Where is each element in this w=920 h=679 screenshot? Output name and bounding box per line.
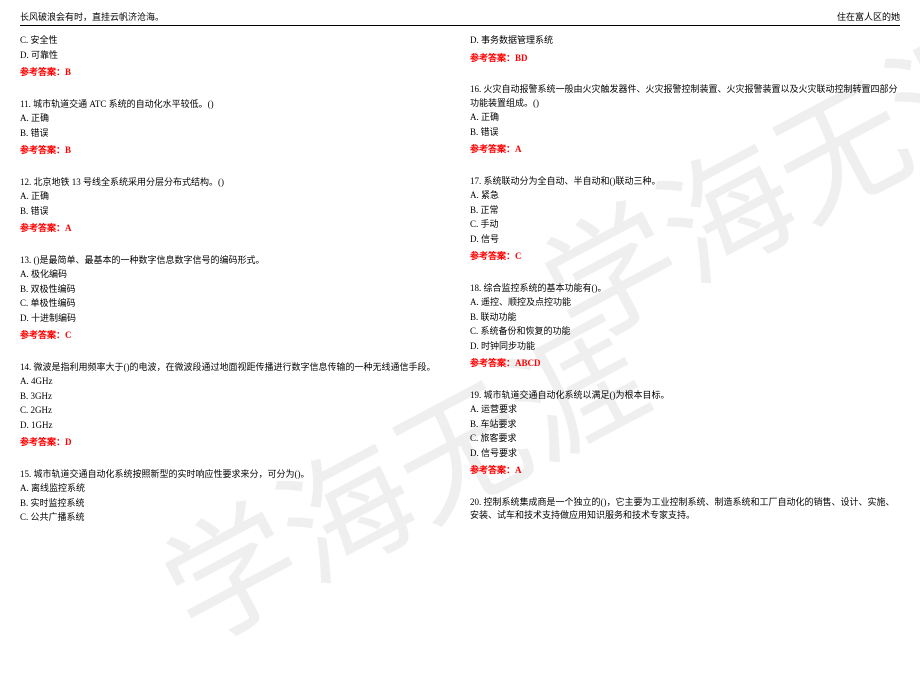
left-column: C. 安全性D. 可靠性参考答案：B11. 城市轨道交通 ATC 系统的自动化水… — [20, 34, 450, 543]
question-block: 14. 微波是指利用频率大于()的电波，在微波段通过地面视距传播进行数字信息传输… — [20, 361, 450, 450]
page-header: 长风破浪会有时，直挂云帆济沧海。 住在富人区的她 — [20, 10, 900, 26]
answer-text: 参考答案：A — [20, 222, 450, 236]
answer-text: 参考答案：A — [470, 464, 900, 478]
question-block: 13. ()是最简单、最基本的一种数字信息数字信号的编码形式。A. 极化编码B.… — [20, 254, 450, 343]
question-line: A. 极化编码 — [20, 268, 450, 282]
question-line: C. 公共广播系统 — [20, 511, 450, 525]
question-line: C. 系统备份和恢复的功能 — [470, 325, 900, 339]
header-right-text: 住在富人区的她 — [837, 10, 900, 23]
question-line: 18. 综合监控系统的基本功能有()。 — [470, 282, 900, 296]
answer-text: 参考答案：D — [20, 436, 450, 450]
question-line: A. 遥控、顺控及点控功能 — [470, 296, 900, 310]
question-line: B. 正常 — [470, 204, 900, 218]
question-line: C. 安全性 — [20, 34, 450, 48]
question-line: A. 正确 — [20, 112, 450, 126]
question-block: C. 安全性D. 可靠性参考答案：B — [20, 34, 450, 80]
question-block: 15. 城市轨道交通自动化系统按照新型的实时响应性要求来分，可分为()。A. 离… — [20, 468, 450, 525]
question-block: D. 事务数据管理系统参考答案：BD — [470, 34, 900, 65]
question-line: B. 错误 — [20, 205, 450, 219]
question-line: 15. 城市轨道交通自动化系统按照新型的实时响应性要求来分，可分为()。 — [20, 468, 450, 482]
question-line: A. 4GHz — [20, 375, 450, 389]
question-line: 11. 城市轨道交通 ATC 系统的自动化水平较低。() — [20, 98, 450, 112]
answer-text: 参考答案：A — [470, 143, 900, 157]
question-line: 14. 微波是指利用频率大于()的电波，在微波段通过地面视距传播进行数字信息传输… — [20, 361, 450, 375]
header-left-text: 长风破浪会有时，直挂云帆济沧海。 — [20, 10, 164, 23]
question-line: D. 可靠性 — [20, 49, 450, 63]
question-line: C. 2GHz — [20, 404, 450, 418]
answer-text: 参考答案：BD — [470, 52, 900, 66]
answer-text: 参考答案：C — [470, 250, 900, 264]
question-block: 11. 城市轨道交通 ATC 系统的自动化水平较低。()A. 正确B. 错误参考… — [20, 98, 450, 158]
question-line: A. 紧急 — [470, 189, 900, 203]
question-line: 16. 火灾自动报警系统一般由火灾触发器件、火灾报警控制装置、火灾报警装置以及火… — [470, 83, 900, 110]
question-line: A. 离线监控系统 — [20, 482, 450, 496]
question-line: 17. 系统联动分为全自动、半自动和()联动三种。 — [470, 175, 900, 189]
answer-text: 参考答案：ABCD — [470, 357, 900, 371]
question-block: 19. 城市轨道交通自动化系统以满足()为根本目标。A. 运营要求B. 车站要求… — [470, 389, 900, 478]
question-line: C. 旅客要求 — [470, 432, 900, 446]
question-line: D. 事务数据管理系统 — [470, 34, 900, 48]
question-line: B. 3GHz — [20, 390, 450, 404]
question-line: A. 运营要求 — [470, 403, 900, 417]
question-line: B. 错误 — [470, 126, 900, 140]
answer-text: 参考答案：C — [20, 329, 450, 343]
question-block: 18. 综合监控系统的基本功能有()。A. 遥控、顺控及点控功能B. 联动功能C… — [470, 282, 900, 371]
question-line: D. 1GHz — [20, 419, 450, 433]
question-line: D. 信号要求 — [470, 447, 900, 461]
question-line: B. 实时监控系统 — [20, 497, 450, 511]
question-line: D. 时钟同步功能 — [470, 340, 900, 354]
question-block: 16. 火灾自动报警系统一般由火灾触发器件、火灾报警控制装置、火灾报警装置以及火… — [470, 83, 900, 157]
page-content: 长风破浪会有时，直挂云帆济沧海。 住在富人区的她 C. 安全性D. 可靠性参考答… — [0, 0, 920, 553]
question-line: B. 双极性编码 — [20, 283, 450, 297]
right-column: D. 事务数据管理系统参考答案：BD 16. 火灾自动报警系统一般由火灾触发器件、… — [470, 34, 900, 543]
question-line: B. 车站要求 — [470, 418, 900, 432]
question-line: B. 错误 — [20, 127, 450, 141]
question-line: B. 联动功能 — [470, 311, 900, 325]
answer-text: 参考答案：B — [20, 66, 450, 80]
question-line: C. 单极性编码 — [20, 297, 450, 311]
question-block: 12. 北京地铁 13 号线全系统采用分层分布式结构。()A. 正确B. 错误参… — [20, 176, 450, 236]
question-line: C. 手动 — [470, 218, 900, 232]
answer-text: 参考答案：B — [20, 144, 450, 158]
question-line: A. 正确 — [20, 190, 450, 204]
question-block: 20. 控制系统集成商是一个独立的()，它主要为工业控制系统、制造系统和工厂自动… — [470, 496, 900, 523]
question-line: A. 正确 — [470, 111, 900, 125]
question-line: D. 信号 — [470, 233, 900, 247]
question-line: 19. 城市轨道交通自动化系统以满足()为根本目标。 — [470, 389, 900, 403]
question-block: 17. 系统联动分为全自动、半自动和()联动三种。A. 紧急B. 正常C. 手动… — [470, 175, 900, 264]
two-column-layout: C. 安全性D. 可靠性参考答案：B11. 城市轨道交通 ATC 系统的自动化水… — [20, 34, 900, 543]
question-line: 13. ()是最简单、最基本的一种数字信息数字信号的编码形式。 — [20, 254, 450, 268]
question-line: 12. 北京地铁 13 号线全系统采用分层分布式结构。() — [20, 176, 450, 190]
question-line: D. 十进制编码 — [20, 312, 450, 326]
question-line: 20. 控制系统集成商是一个独立的()，它主要为工业控制系统、制造系统和工厂自动… — [470, 496, 900, 523]
